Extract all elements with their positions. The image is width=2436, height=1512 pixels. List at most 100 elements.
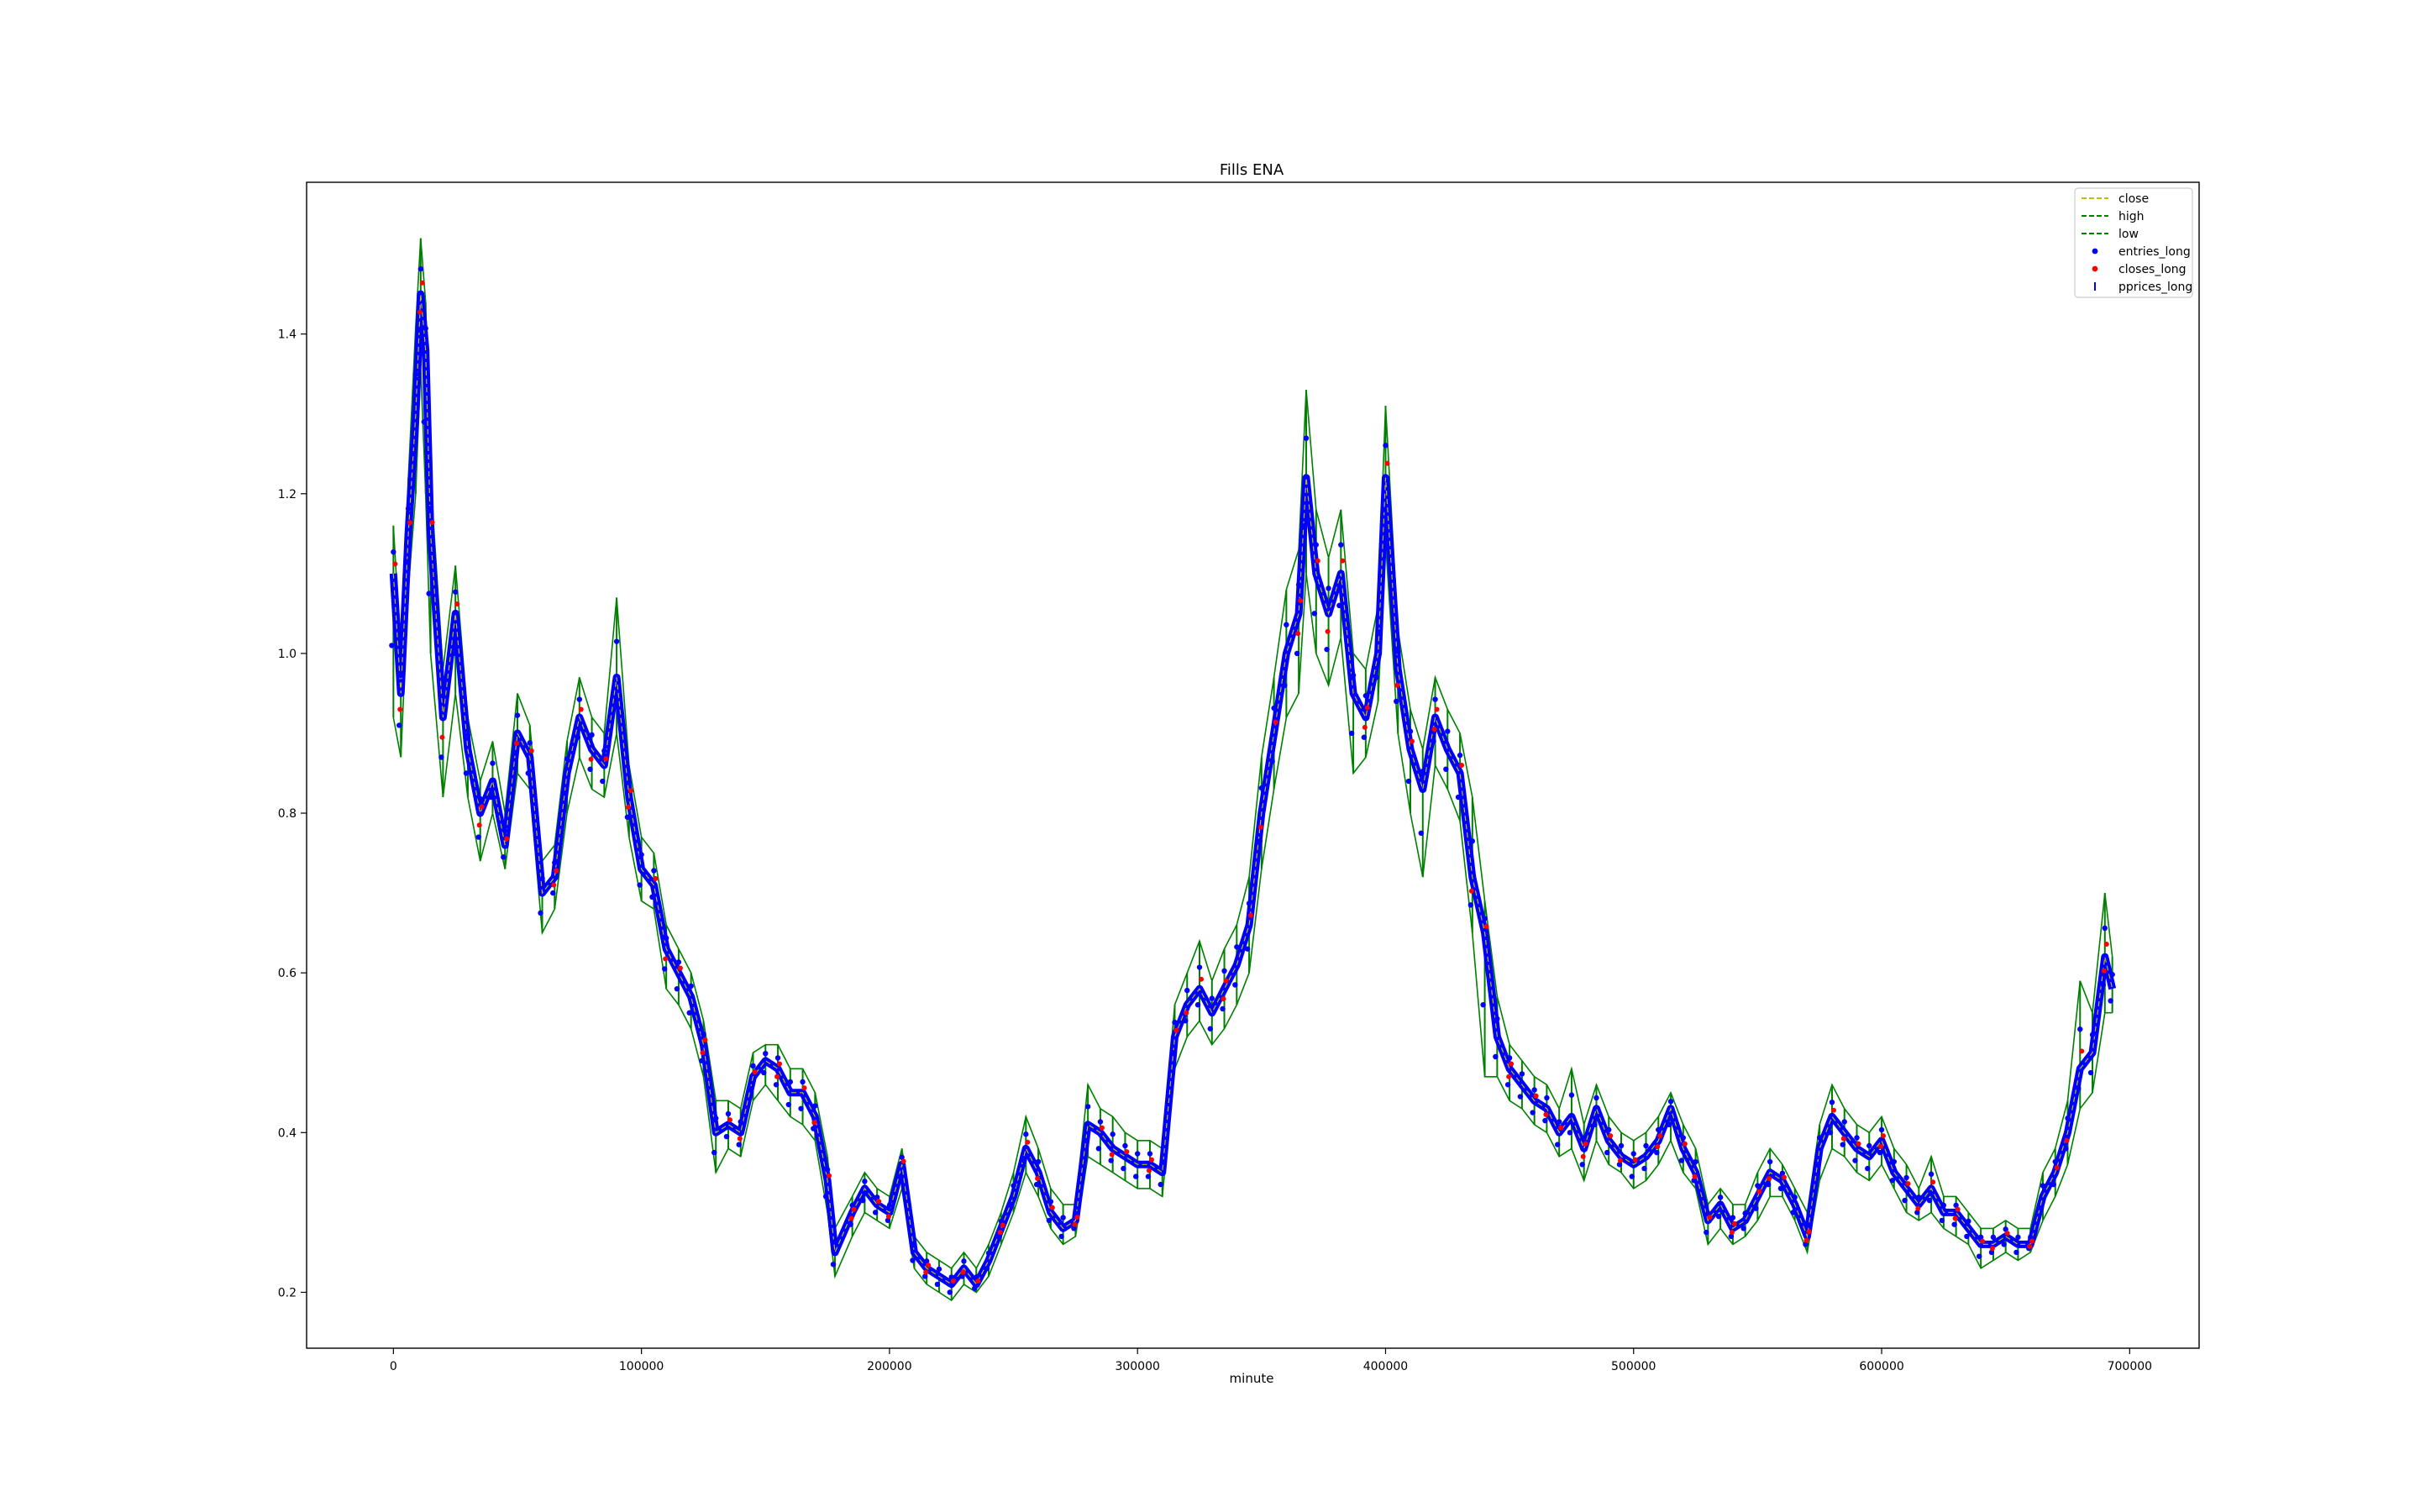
entries-long-marker xyxy=(1420,768,1425,774)
closes-long-marker xyxy=(960,1269,966,1275)
closes-long-marker xyxy=(1543,1111,1549,1117)
entries-long-marker xyxy=(1618,1142,1625,1149)
low-series-line xyxy=(392,365,2113,1302)
entries-long-marker xyxy=(2040,1183,2046,1189)
closes-long-marker xyxy=(1468,888,1474,894)
closes-long-marker xyxy=(1184,1010,1189,1016)
legend-swatch-dot xyxy=(2092,265,2098,272)
closes-long-marker xyxy=(1298,598,1304,604)
entries-long-marker xyxy=(613,638,620,644)
closes-long-marker xyxy=(1707,1215,1713,1221)
x-axis-label: minute xyxy=(1230,1371,1274,1386)
closes-long-marker xyxy=(727,1117,732,1123)
y-tick-label: 0.4 xyxy=(278,1126,297,1140)
closes-long-marker xyxy=(1580,1153,1586,1159)
entries-long-marker xyxy=(2102,925,2108,932)
closes-long-marker xyxy=(419,280,425,286)
entries-long-marker xyxy=(1804,1222,1810,1229)
entries-long-marker xyxy=(1567,1130,1573,1136)
entries-long-marker xyxy=(1579,1162,1585,1168)
closes-long-marker xyxy=(1980,1238,1986,1244)
entries-long-marker xyxy=(1964,1233,1970,1240)
entries-long-marker xyxy=(1840,1142,1845,1147)
closes-long-marker xyxy=(1767,1175,1772,1181)
closes-long-marker xyxy=(1384,460,1390,466)
closes-long-marker xyxy=(1558,1125,1564,1131)
entries-long-marker xyxy=(1467,902,1474,908)
entries-long-marker xyxy=(1121,1165,1126,1172)
entries-long-marker xyxy=(688,983,694,990)
entries-long-marker xyxy=(1966,1218,1971,1225)
entries-long-marker xyxy=(562,790,569,796)
entries-long-marker xyxy=(1295,581,1302,588)
closes-long-marker xyxy=(1257,824,1263,830)
entries-long-marker xyxy=(1504,1082,1511,1088)
entries-long-marker xyxy=(798,1105,804,1111)
entries-long-marker xyxy=(1480,1002,1486,1008)
x-axis: 0 100000 200000 300000 400000 500000 600000 700… xyxy=(390,1348,2152,1373)
closes-long-marker xyxy=(603,756,609,762)
entries-long-marker xyxy=(440,693,446,699)
entries-long-marker xyxy=(416,327,423,333)
entries-long-marker xyxy=(624,814,631,820)
entries-long-marker xyxy=(1753,1205,1759,1211)
entries-long-marker xyxy=(1209,995,1215,1001)
closes-long-marker xyxy=(1955,1206,1961,1212)
entries-long-marker xyxy=(972,1285,978,1291)
entries-long-marker xyxy=(1257,838,1263,844)
entries-long-marker xyxy=(1158,1181,1163,1188)
entries-long-marker xyxy=(1381,507,1387,512)
entries-long-marker xyxy=(984,1265,990,1272)
closes-long-marker xyxy=(392,561,398,567)
entries-long-marker xyxy=(1531,1087,1537,1093)
entries-long-marker xyxy=(477,795,483,802)
entries-long-marker xyxy=(1866,1142,1872,1149)
entries-long-marker xyxy=(1469,838,1476,844)
entries-long-marker xyxy=(1023,1131,1029,1137)
closes-long-marker xyxy=(1173,1027,1179,1033)
entries-long-marker xyxy=(2065,1116,2071,1121)
entries-long-marker xyxy=(1877,1149,1883,1156)
entries-long-marker xyxy=(525,770,531,776)
entries-long-marker xyxy=(1568,1092,1575,1098)
closes-long-marker xyxy=(1364,705,1370,711)
entries-long-marker xyxy=(2028,1234,2034,1241)
closes-long-marker xyxy=(1781,1174,1787,1180)
closes-long-marker xyxy=(1074,1215,1080,1221)
entries-long-marker xyxy=(830,1261,837,1268)
closes-long-marker xyxy=(1632,1157,1638,1163)
entries-long-marker xyxy=(872,1210,879,1215)
entries-long-marker xyxy=(1542,1117,1548,1124)
entries-long-marker xyxy=(1134,1151,1141,1157)
entries-long-marker xyxy=(1902,1197,1908,1204)
closes-long-marker xyxy=(551,882,557,888)
closes-long-marker xyxy=(1682,1141,1688,1147)
entries-long-marker xyxy=(1903,1174,1909,1181)
closes-long-marker xyxy=(2029,1238,2035,1244)
entries-long-marker xyxy=(1517,1094,1524,1100)
entries-long-marker xyxy=(405,506,412,512)
entries-long-marker xyxy=(1556,1119,1562,1125)
entries-long-marker xyxy=(626,780,633,786)
entries-long-marker xyxy=(1544,1095,1550,1101)
entries-long-marker xyxy=(1940,1202,1947,1209)
closes-long-marker xyxy=(1509,1061,1515,1067)
entries-long-marker xyxy=(1777,1185,1784,1192)
closes-long-marker xyxy=(625,804,631,810)
entries-long-marker xyxy=(612,702,618,708)
closes-long-marker xyxy=(827,1173,832,1179)
entries-long-marker xyxy=(1336,602,1342,609)
entries-long-marker xyxy=(1680,1135,1687,1141)
closes-long-marker xyxy=(900,1158,906,1164)
closes-long-marker xyxy=(1915,1205,1921,1211)
closes-long-marker xyxy=(737,1136,743,1142)
entries-long-marker xyxy=(750,1063,756,1069)
entries-long-marker xyxy=(1581,1135,1587,1141)
closes-long-marker xyxy=(997,1230,1003,1236)
entries-long-marker xyxy=(1616,1162,1623,1168)
closes-long-marker xyxy=(653,875,659,881)
entries-long-marker xyxy=(1990,1234,1997,1241)
entries-long-marker xyxy=(1730,1215,1736,1221)
closes-long-marker xyxy=(1340,558,1346,564)
